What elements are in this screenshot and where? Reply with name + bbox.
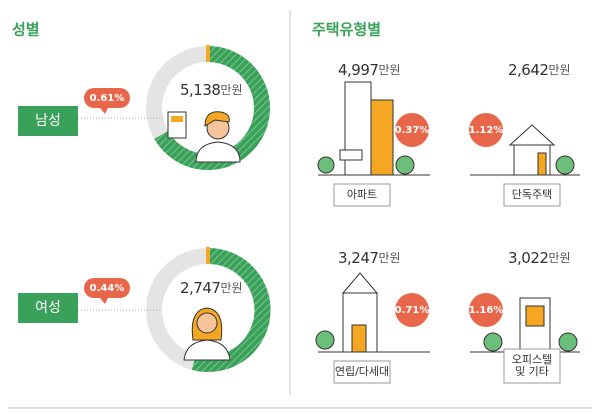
- amount: 2,747만원: [180, 279, 243, 297]
- amount: 3,247만원: [338, 249, 401, 267]
- amount: 3,022만원: [508, 249, 571, 267]
- label-box: [503, 348, 561, 384]
- label-box: [503, 183, 561, 207]
- housing-label: 오피스텔: [512, 353, 552, 366]
- housing-label: 연립/다세대: [335, 365, 389, 378]
- rate-bubble: [395, 113, 429, 147]
- housing-label: 아파트: [347, 188, 377, 201]
- housing-label: 및 기타: [515, 365, 549, 378]
- amount: 4,997만원: [338, 61, 401, 79]
- housing-label: 단독주택: [512, 188, 552, 201]
- gender-label: 남성: [35, 113, 61, 129]
- rate: 0.37%: [395, 125, 430, 136]
- rate-bubble: [469, 113, 503, 147]
- label-box: [333, 360, 391, 384]
- rate: 0.44%: [90, 283, 125, 294]
- housing-items: 4,997만원 0.37% 아파트 2,642만원 1.12% 단독주택 3,247만원 0.…: [333, 61, 571, 384]
- gender-label: 여성: [35, 300, 61, 316]
- section-title: 성별: [12, 21, 40, 39]
- male-panel: 남성 0.61% 5,138만원: [18, 45, 270, 170]
- female-panel: 여성 0.44% 2,747만원: [18, 247, 271, 372]
- illustrations: [315, 81, 580, 353]
- rate: 1.16%: [469, 305, 504, 316]
- rate: 0.61%: [90, 93, 125, 104]
- section-title: 주택유형별: [312, 21, 381, 39]
- amount: 5,138만원: [180, 81, 243, 99]
- rate-bubble: [395, 293, 429, 327]
- rate: 1.12%: [469, 125, 504, 136]
- label-box: [333, 183, 391, 207]
- amount: 2,642만원: [508, 61, 571, 79]
- rate-bubble: [469, 293, 503, 327]
- rate: 0.71%: [395, 305, 430, 316]
